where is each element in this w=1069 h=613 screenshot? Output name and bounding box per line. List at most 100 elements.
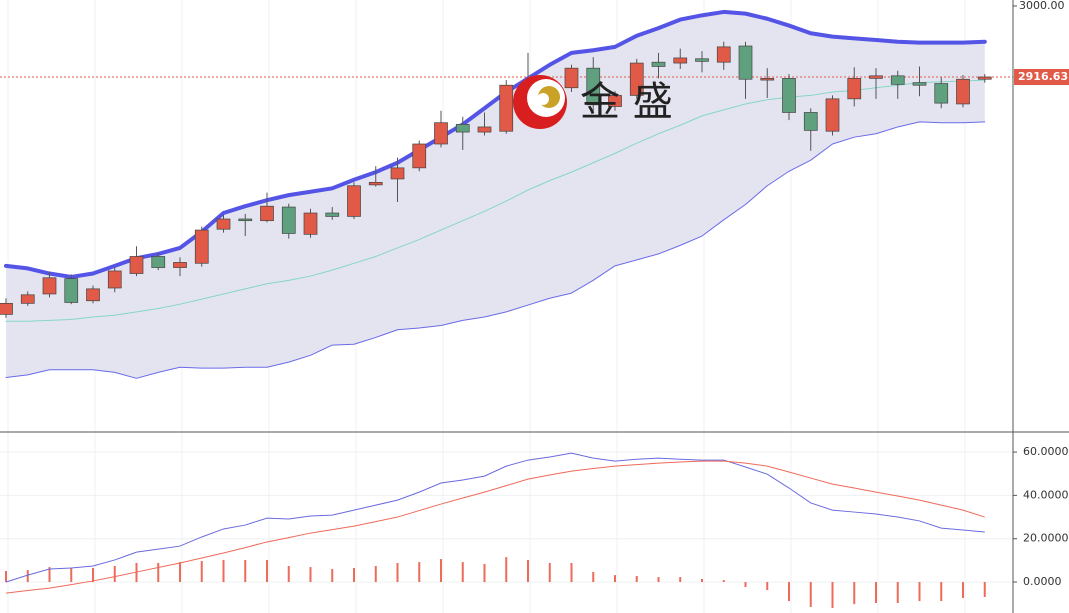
histogram-bar (113, 565, 116, 583)
candle-body (912, 82, 927, 86)
histogram-bar (788, 582, 790, 602)
indicator-line (5, 452, 985, 583)
candle-body (390, 167, 405, 180)
band-line (5, 121, 986, 379)
candle-body (20, 294, 35, 304)
candle-body (608, 95, 622, 107)
candle-body (129, 256, 144, 274)
histogram-bar (766, 582, 769, 591)
candle-body (716, 46, 731, 63)
candle-body (695, 58, 709, 62)
histogram-bar (940, 582, 943, 602)
histogram-bar (200, 561, 203, 583)
histogram-bar (179, 562, 181, 583)
candle-body (0, 302, 13, 315)
candle-body (86, 288, 100, 302)
candle-body (977, 76, 992, 80)
histogram-bar (309, 567, 312, 583)
histogram-bar (331, 569, 334, 583)
histogram-bar (831, 582, 834, 609)
candle-body (260, 205, 274, 222)
candle-body (673, 57, 688, 64)
histogram-bar (701, 578, 703, 583)
histogram-bar (962, 582, 964, 599)
watermark-text: 金 盛 (580, 79, 673, 125)
candle-body (803, 112, 818, 131)
candle-body (847, 78, 862, 100)
y-tick-label: 40.0000 (1023, 488, 1069, 501)
histogram-bar (396, 562, 399, 583)
histogram-bar (266, 559, 268, 583)
histogram-bar (222, 559, 225, 583)
histogram-bar (48, 567, 51, 583)
y-tick-label: 20.0000 (1023, 532, 1069, 545)
band-line (5, 79, 986, 322)
candle-body (760, 78, 775, 81)
candle-body (586, 67, 601, 106)
histogram-bar (896, 582, 899, 604)
histogram-bar (983, 582, 986, 597)
histogram-bar (418, 562, 421, 583)
candle-body (499, 84, 514, 132)
histogram-bar (483, 564, 486, 583)
candle-body (281, 206, 296, 234)
candle-body (651, 61, 666, 67)
candle-body (738, 45, 753, 80)
candle-body (564, 67, 579, 89)
candle-body (434, 122, 448, 145)
histogram-bar (5, 570, 7, 583)
candle-body (216, 218, 231, 230)
candle-body (412, 143, 427, 169)
histogram-bar (657, 577, 660, 583)
candle-body (825, 98, 840, 132)
histogram-bar (548, 562, 551, 583)
candle-body (890, 75, 905, 85)
histogram-bar (918, 582, 921, 602)
candle-body (368, 181, 383, 186)
y-tick-label: 60.0000 (1023, 445, 1069, 458)
candle-body (325, 212, 340, 217)
candle-body (782, 78, 796, 113)
histogram-bar (592, 572, 595, 583)
histogram-bar (244, 559, 247, 583)
histogram-bar (527, 559, 529, 583)
candle-body (455, 124, 470, 133)
candle-body (107, 270, 122, 289)
histogram-bar (614, 575, 616, 583)
candle-body (934, 83, 949, 104)
histogram-bar (809, 582, 812, 607)
candle-body (869, 75, 883, 79)
candle-body (42, 277, 57, 295)
histogram-bar (353, 567, 355, 583)
indicator-line (5, 460, 985, 594)
histogram-bar (722, 580, 725, 583)
price-label: 2916.63 (1018, 70, 1068, 83)
candle-body (64, 278, 79, 303)
logo-dot (537, 93, 549, 105)
price-label-box (1014, 69, 1069, 86)
histogram-bar (440, 559, 442, 583)
histogram-bar (461, 562, 464, 583)
candle-body (194, 229, 209, 264)
histogram-bar (374, 565, 377, 583)
candle-body (151, 256, 166, 268)
histogram-bar (570, 562, 573, 583)
histogram-bar (853, 582, 856, 605)
histogram-bar (157, 562, 160, 583)
histogram-bar (70, 567, 73, 583)
histogram-bar (505, 557, 508, 583)
candle-body (477, 126, 492, 133)
candle-body (238, 218, 253, 222)
band-line (4, 9, 987, 279)
histogram-bar (287, 565, 290, 583)
y-tick-label: 3000.00 (1019, 0, 1065, 12)
y-tick-label: 0.0000 (1023, 575, 1062, 588)
candle-body (303, 212, 318, 235)
watermark-logo (513, 75, 567, 129)
histogram-bar (679, 577, 682, 583)
histogram-bar (744, 582, 747, 588)
candle-body (956, 78, 970, 105)
candle-body (629, 62, 644, 96)
